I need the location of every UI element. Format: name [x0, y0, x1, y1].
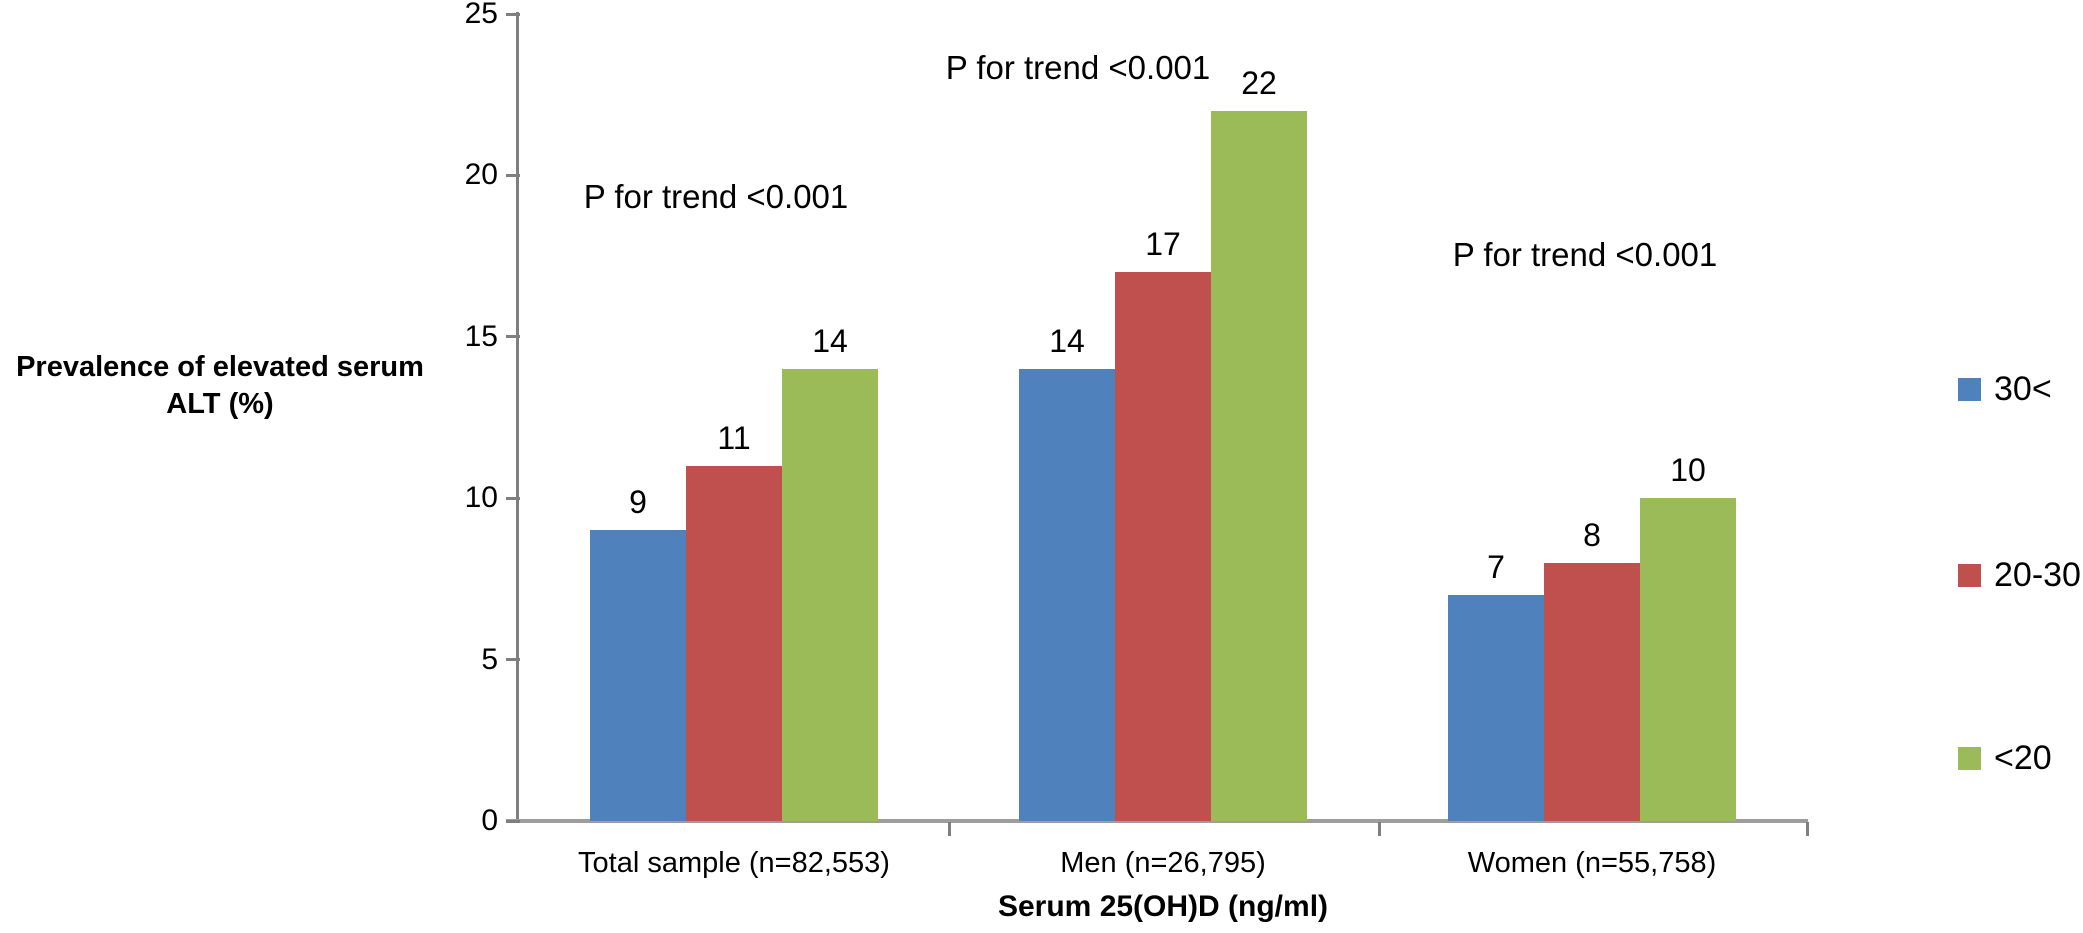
bar-20-30-women-n-55-758 [1544, 562, 1640, 821]
y-tick-label-25: 25 [464, 0, 498, 30]
legend-item-20-30: 20-30 [1958, 556, 2081, 594]
y-axis-title-line-1: Prevalence of elevated serum [16, 351, 424, 383]
x-tick-mark-2 [1378, 822, 1381, 836]
p-for-trend-annotation-men-n-26-795: P for trend <0.001 [945, 49, 1211, 86]
y-tick-mark-15 [506, 335, 520, 339]
bar-30-total-sample-n-82-553 [590, 530, 686, 821]
y-axis-title-line-2: ALT (%) [166, 388, 274, 420]
x-tick-mark-3 [1806, 822, 1809, 836]
x-axis-title: Serum 25(OH)D (ng/ml) [997, 890, 1329, 923]
y-tick-mark-20 [506, 173, 520, 177]
bar-value-label-20-men-n-26-795: 22 [1241, 64, 1277, 101]
bar-value-label-20-total-sample-n-82-553: 14 [812, 323, 848, 360]
y-axis-title: Prevalence of elevated serum ALT (%) [0, 349, 440, 423]
legend-item-30: 30< [1958, 370, 2052, 408]
bar-value-label-30-men-n-26-795: 14 [1049, 323, 1085, 360]
legend-item-20: <20 [1958, 739, 2052, 777]
category-label-total-sample-n-82-553: Total sample (n=82,553) [578, 847, 890, 879]
y-tick-label-15: 15 [464, 319, 498, 353]
y-tick-label-5: 5 [481, 642, 498, 676]
bar-20-30-total-sample-n-82-553 [686, 465, 782, 821]
y-tick-label-10: 10 [464, 481, 498, 515]
y-tick-label-0: 0 [481, 804, 498, 837]
bar-value-label-20-30-men-n-26-795: 17 [1145, 226, 1181, 263]
y-tick-mark-10 [506, 496, 520, 500]
bar-value-label-20-30-total-sample-n-82-553: 11 [717, 419, 751, 456]
bar-value-label-30-women-n-55-758: 7 [1487, 549, 1505, 586]
legend-label-30: 30< [1994, 370, 2052, 408]
y-tick-mark-5 [506, 658, 520, 662]
bar-20-men-n-26-795 [1211, 110, 1307, 821]
legend-label-20: <20 [1994, 739, 2052, 777]
y-tick-mark-0 [506, 819, 520, 823]
bar-value-label-20-30-women-n-55-758: 8 [1583, 516, 1601, 553]
x-tick-mark-1 [948, 822, 951, 836]
p-for-trend-annotation-total-sample-n-82-553: P for trend <0.001 [583, 178, 849, 215]
x-axis-line [506, 819, 1808, 823]
legend-swatch-20-30 [1958, 563, 1981, 587]
bar-20-30-men-n-26-795 [1115, 272, 1211, 821]
bar-20-women-n-55-758 [1640, 498, 1736, 821]
legend-swatch-20 [1958, 746, 1981, 770]
y-axis-line [516, 12, 519, 823]
category-label-men-n-26-795: Men (n=26,795) [1060, 847, 1266, 879]
bar-20-total-sample-n-82-553 [782, 369, 878, 821]
p-for-trend-annotation-women-n-55-758: P for trend <0.001 [1452, 236, 1718, 273]
legend-swatch-30 [1958, 377, 1981, 401]
bar-value-label-20-women-n-55-758: 10 [1670, 452, 1706, 489]
y-tick-label-20: 20 [464, 158, 498, 192]
bar-30-women-n-55-758 [1448, 595, 1544, 821]
bar-value-label-30-total-sample-n-82-553: 9 [629, 484, 647, 521]
bar-30-men-n-26-795 [1019, 369, 1115, 821]
category-label-women-n-55-758: Women (n=55,758) [1467, 847, 1717, 879]
y-tick-mark-25 [506, 12, 520, 16]
legend-label-20-30: 20-30 [1994, 556, 2081, 594]
